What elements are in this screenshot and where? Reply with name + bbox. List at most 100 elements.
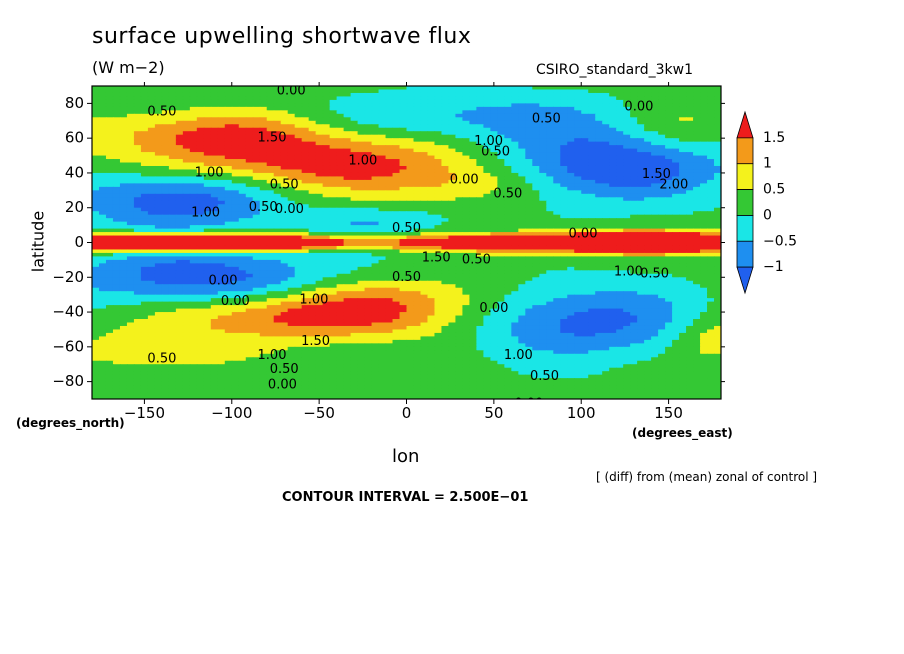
field-cell [630, 239, 638, 244]
field-cell [322, 232, 331, 237]
field-cell [714, 193, 721, 198]
field-cell [441, 190, 450, 195]
field-cell [329, 204, 338, 209]
field-cell [154, 263, 163, 268]
field-cell [630, 249, 638, 254]
field-cell [504, 204, 512, 209]
field-cell [266, 277, 275, 282]
field-cell [161, 270, 170, 275]
field-cell [364, 110, 373, 115]
field-cell [105, 263, 114, 268]
field-cell [714, 197, 721, 202]
field-cell [644, 207, 652, 212]
field-cell [189, 106, 198, 111]
field-cell [525, 214, 533, 219]
field-cell [98, 218, 107, 223]
field-cell [92, 172, 100, 178]
field-cell [539, 232, 547, 237]
field-cell [616, 172, 624, 178]
field-cell [364, 89, 373, 94]
field-cell [343, 152, 352, 157]
field-cell [329, 193, 338, 198]
field-cell [343, 138, 352, 143]
field-cell [399, 131, 408, 136]
field-cell [434, 200, 443, 205]
field-cell [560, 138, 568, 143]
field-cell [126, 127, 135, 132]
field-cell [574, 204, 582, 209]
field-cell [392, 186, 401, 191]
field-cell [665, 242, 673, 247]
field-cell [392, 92, 401, 98]
field-cell [588, 211, 596, 216]
field-cell [518, 86, 526, 91]
field-cell [140, 176, 149, 181]
field-cell [98, 162, 107, 167]
field-cell [455, 190, 464, 195]
field-cell [322, 148, 331, 153]
field-cell [315, 218, 324, 223]
field-cell [413, 259, 422, 264]
field-cell [413, 103, 422, 108]
field-cell [567, 152, 575, 157]
field-cell [595, 145, 603, 150]
field-cell [532, 266, 540, 271]
field-cell [252, 145, 261, 150]
field-cell [92, 152, 100, 157]
field-cell [616, 204, 624, 209]
field-cell [462, 145, 470, 150]
field-cell [581, 172, 589, 178]
field-cell [126, 124, 135, 129]
field-cell [623, 239, 631, 244]
field-cell [154, 169, 163, 174]
field-cell [140, 270, 149, 275]
field-cell [98, 221, 107, 226]
field-cell [252, 89, 261, 94]
field-cell [441, 99, 450, 104]
field-cell [252, 239, 261, 244]
field-cell [231, 252, 240, 258]
field-cell [462, 263, 470, 268]
field-cell [287, 117, 296, 122]
field-cell [385, 207, 394, 212]
field-cell [287, 110, 296, 115]
field-cell [679, 256, 687, 261]
field-cell [448, 134, 457, 139]
field-cell [602, 162, 610, 167]
field-cell [406, 138, 415, 143]
field-cell [497, 211, 505, 216]
field-cell [217, 252, 226, 258]
field-cell [420, 117, 429, 122]
field-cell [280, 232, 289, 237]
field-cell [700, 110, 708, 115]
field-cell [434, 106, 443, 111]
field-cell [714, 186, 721, 191]
field-cell [560, 124, 568, 129]
field-cell [140, 113, 149, 118]
field-cell [217, 239, 226, 244]
field-cell [560, 145, 568, 150]
field-cell [644, 113, 652, 118]
field-cell [378, 207, 387, 212]
field-cell [651, 186, 659, 191]
field-cell [637, 127, 645, 132]
field-cell [623, 113, 631, 118]
field-cell [413, 190, 422, 195]
field-cell [581, 252, 589, 258]
field-cell [175, 270, 184, 275]
field-cell [147, 110, 156, 115]
field-cell [665, 141, 673, 146]
field-cell [504, 113, 512, 118]
field-cell [651, 256, 659, 261]
field-cell [455, 193, 464, 198]
field-cell [378, 124, 387, 129]
field-cell [413, 99, 422, 104]
field-cell [322, 252, 331, 258]
field-cell [301, 242, 310, 247]
field-cell [92, 273, 100, 278]
field-cell [371, 124, 380, 129]
field-cell [413, 186, 422, 191]
field-cell [588, 134, 596, 139]
field-cell [644, 270, 652, 275]
field-cell [182, 218, 191, 223]
